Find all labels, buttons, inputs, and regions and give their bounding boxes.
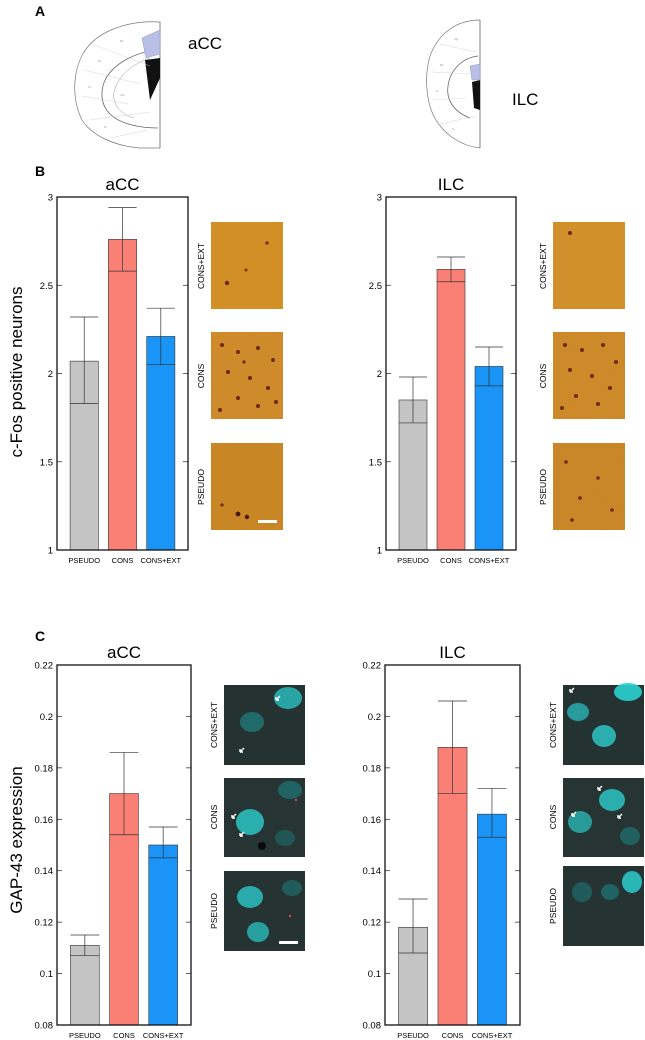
chart-b-acc-xtick-label: CONS+EXT <box>140 556 181 565</box>
chart-c-acc-ytick-label: 0.16 <box>35 815 54 826</box>
chart-b-ilc: ILC 1 1.5 2 2.5 3 PSEUDO CONS CONS+EXT <box>369 175 517 565</box>
chart-b-acc-bar-cons <box>108 239 137 551</box>
y-axis-label-c: GAP-43 expression <box>7 766 26 913</box>
micrograph-label-c-ilc-cons: CONS <box>548 804 558 829</box>
micrograph-label-c-acc-pseudo: PSEUDO <box>209 893 219 929</box>
svg-text:M2: M2 <box>440 64 444 67</box>
micrograph-group-b-acc <box>211 222 283 530</box>
chart-c-ilc-xtick-label: CONS+EXT <box>472 1031 513 1040</box>
svg-text:M1: M1 <box>98 60 102 63</box>
chart-c-ilc-title: ILC <box>439 643 465 662</box>
chart-b-ilc-frame <box>385 196 517 551</box>
chart-b-ilc-ytick-label: 1 <box>377 546 382 557</box>
micrograph-label-b-acc-cons: CONS <box>196 363 206 388</box>
chart-b-acc-ytick-label: 3 <box>48 193 53 204</box>
chart-b-acc-bar-cons-ext <box>146 336 176 551</box>
chart-c-ilc-ytick-label: 0.16 <box>363 815 382 826</box>
chart-b-acc-xtick-label: CONS <box>112 556 134 565</box>
chart-c-acc-title: aCC <box>107 643 141 662</box>
chart-c-ilc-xtick-label: PSEUDO <box>397 1031 429 1040</box>
chart-c-acc-frame <box>56 664 192 1026</box>
chart-c-ilc-ytick-label: 0.2 <box>368 712 381 723</box>
chart-c-ilc-frame <box>384 664 521 1026</box>
micrograph-label-b-ilc-cons: CONS <box>538 363 548 388</box>
chart-b-ilc-xtick-label: PSEUDO <box>397 556 429 565</box>
micrograph-label-c-acc-cons-ext: CONS+EXT <box>209 702 219 748</box>
chart-b-ilc-xtick-label: CONS <box>440 556 462 565</box>
chart-b-ilc-bar-cons <box>436 269 466 551</box>
svg-text:Tu: Tu <box>452 128 455 131</box>
brain-atlas-right: Cg1 M2 AI Tu <box>426 19 481 149</box>
chart-b-ilc-bar-cons-ext <box>474 366 504 551</box>
chart-c-ilc: ILC 0.08 0.1 0.12 0.14 0.16 0.18 0.2 0.22 PSEUDO C… <box>363 643 521 1040</box>
chart-b-acc-ytick-label: 2.5 <box>40 281 53 292</box>
chart-c-acc-bar-pseudo <box>70 944 100 1026</box>
svg-text:AI: AI <box>436 90 439 93</box>
chart-c-ilc-ytick-label: 0.08 <box>363 1021 382 1032</box>
chart-b-acc-frame <box>56 196 189 551</box>
chart-c-acc-ytick-label: 0.12 <box>35 918 54 929</box>
micrograph-label-b-ilc-pseudo: PSEUDO <box>538 469 548 505</box>
svg-text:S1: S1 <box>88 86 92 89</box>
chart-c-acc-ytick-label: 0.2 <box>40 712 53 723</box>
chart-c-acc-ytick-label: 0.22 <box>35 661 54 672</box>
svg-text:Cg1: Cg1 <box>454 38 459 41</box>
svg-text:M2: M2 <box>120 40 124 43</box>
micrograph-group-c-ilc <box>563 683 644 946</box>
chart-c-acc-xtick-label: CONS+EXT <box>143 1031 184 1040</box>
chart-b-acc-ytick-label: 1 <box>48 546 53 557</box>
micrograph-label-b-acc-cons-ext: CONS+EXT <box>196 243 206 289</box>
ventricle-left <box>145 58 160 100</box>
chart-c-acc-xtick-label: PSEUDO <box>69 1031 101 1040</box>
brain-atlas-left: M2 M1 S1 CPu Pir <box>74 21 161 149</box>
chart-b-ilc-ytick-label: 2.5 <box>369 281 382 292</box>
micrograph-label-c-ilc-pseudo: PSEUDO <box>548 888 558 924</box>
chart-b-ilc-ytick-label: 2 <box>377 369 382 380</box>
panel-letter-a: A <box>35 3 45 19</box>
chart-b-ilc-xtick-label: CONS+EXT <box>469 556 510 565</box>
chart-c-ilc-ytick-label: 0.1 <box>368 969 381 980</box>
chart-c-ilc-ytick-label: 0.14 <box>363 866 382 877</box>
atlas-label-ilc: ILC <box>512 90 538 109</box>
panel-letter-c: C <box>35 628 45 644</box>
chart-c-ilc-ytick-label: 0.22 <box>363 661 382 672</box>
chart-c-ilc-bar-cons-ext <box>477 813 507 1026</box>
micrograph-group-b-ilc <box>553 222 625 530</box>
chart-c-ilc-xtick-label: CONS <box>442 1031 464 1040</box>
y-axis-label-b: c-Fos positive neurons <box>7 286 26 457</box>
svg-text:Pir: Pir <box>104 126 107 129</box>
micrograph-label-b-ilc-cons-ext: CONS+EXT <box>538 243 548 289</box>
scale-bar-c <box>279 941 298 944</box>
acc-highlight <box>141 29 161 59</box>
micrograph-group-c-acc <box>224 685 305 951</box>
chart-b-acc-ytick-label: 1.5 <box>40 457 53 468</box>
chart-b-acc-xtick-label: PSEUDO <box>68 556 100 565</box>
micrograph-label-b-acc-pseudo: PSEUDO <box>196 469 206 505</box>
chart-b-ilc-ytick-label: 3 <box>377 193 382 204</box>
atlas-label-acc: aCC <box>188 34 222 53</box>
chart-c-acc-ytick-label: 0.18 <box>35 763 54 774</box>
svg-text:CPu: CPu <box>120 94 125 97</box>
chart-c-ilc-ytick-label: 0.18 <box>363 763 382 774</box>
panel-letter-b: B <box>35 163 45 179</box>
chart-c-acc-xtick-label: CONS <box>113 1031 135 1040</box>
ilc-highlight <box>469 63 481 81</box>
chart-c-acc-ytick-label: 0.14 <box>35 866 54 877</box>
ventricle-right <box>472 80 480 110</box>
scale-bar-b <box>258 520 277 523</box>
micrograph-label-c-ilc-cons-ext: CONS+EXT <box>548 702 558 748</box>
chart-c-acc-bar-cons-ext <box>148 844 178 1026</box>
chart-b-ilc-title: ILC <box>438 175 464 194</box>
chart-c-ilc-ytick-label: 0.12 <box>363 918 382 929</box>
chart-c-acc-ytick-label: 0.1 <box>40 969 53 980</box>
chart-c-acc: aCC 0.08 0.1 0.12 0.14 0.16 0.18 0.2 0.22 PSEUDO C… <box>35 643 192 1040</box>
micrograph-label-c-acc-cons: CONS <box>209 804 219 829</box>
chart-b-acc-ytick-label: 2 <box>48 369 53 380</box>
chart-c-acc-ytick-label: 0.08 <box>35 1021 54 1032</box>
chart-b-acc-title: aCC <box>105 175 139 194</box>
chart-b-ilc-ytick-label: 1.5 <box>369 457 382 468</box>
chart-b-acc: aCC 1 1.5 2 2.5 3 PSEUDO CONS CONS+EXT <box>40 175 189 565</box>
